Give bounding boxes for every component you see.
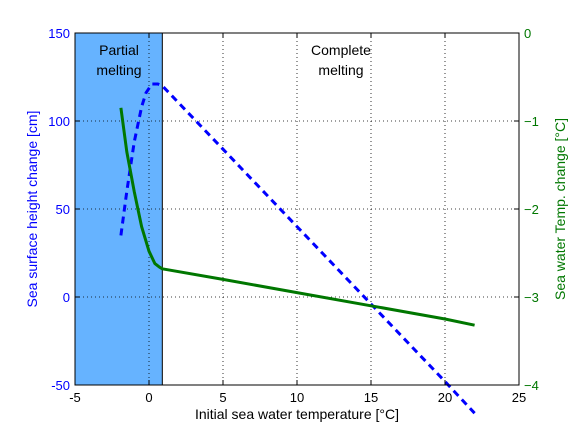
left-y-tick-label: 150	[48, 26, 70, 41]
series-layer	[119, 82, 476, 415]
left-y-axis: -50 0 50 100 150	[48, 26, 80, 393]
x-tick-label: 15	[364, 390, 378, 405]
annotation-partial-line1: Partial	[99, 42, 139, 58]
left-y-tick-label: 0	[63, 290, 70, 305]
right-y-tick-label: −4	[524, 378, 539, 393]
right-y-axis: −4 −3 −2 −1 0	[514, 26, 539, 393]
x-tick-label: 10	[290, 390, 304, 405]
right-y-tick-label: −1	[524, 114, 539, 129]
grid	[75, 33, 519, 385]
left-y-tick-label: 50	[56, 202, 70, 217]
right-y-tick-label: −2	[524, 202, 539, 217]
x-axis: -5 0 5 10 15 20 25	[69, 33, 526, 405]
x-axis-label: Initial sea water temperature [°C]	[195, 406, 399, 422]
annotation-complete-line1: Complete	[311, 42, 371, 58]
left-y-axis-label: Sea surface height change [cm]	[24, 111, 40, 308]
right-y-tick-label: 0	[524, 26, 531, 41]
x-tick-label: -5	[69, 390, 81, 405]
left-y-tick-label: 100	[48, 114, 70, 129]
series-line-0	[119, 82, 476, 415]
x-tick-label: 20	[438, 390, 452, 405]
annotation-partial-line2: melting	[96, 62, 141, 78]
x-tick-label: 0	[145, 390, 152, 405]
series-line-1	[119, 107, 475, 327]
right-y-tick-label: −3	[524, 290, 539, 305]
right-y-axis-label: Sea water Temp. change [°C]	[552, 118, 568, 300]
x-tick-label: 5	[219, 390, 226, 405]
x-tick-label: 25	[512, 390, 526, 405]
left-y-tick-label: -50	[51, 378, 70, 393]
annotation-complete-line2: melting	[318, 62, 363, 78]
